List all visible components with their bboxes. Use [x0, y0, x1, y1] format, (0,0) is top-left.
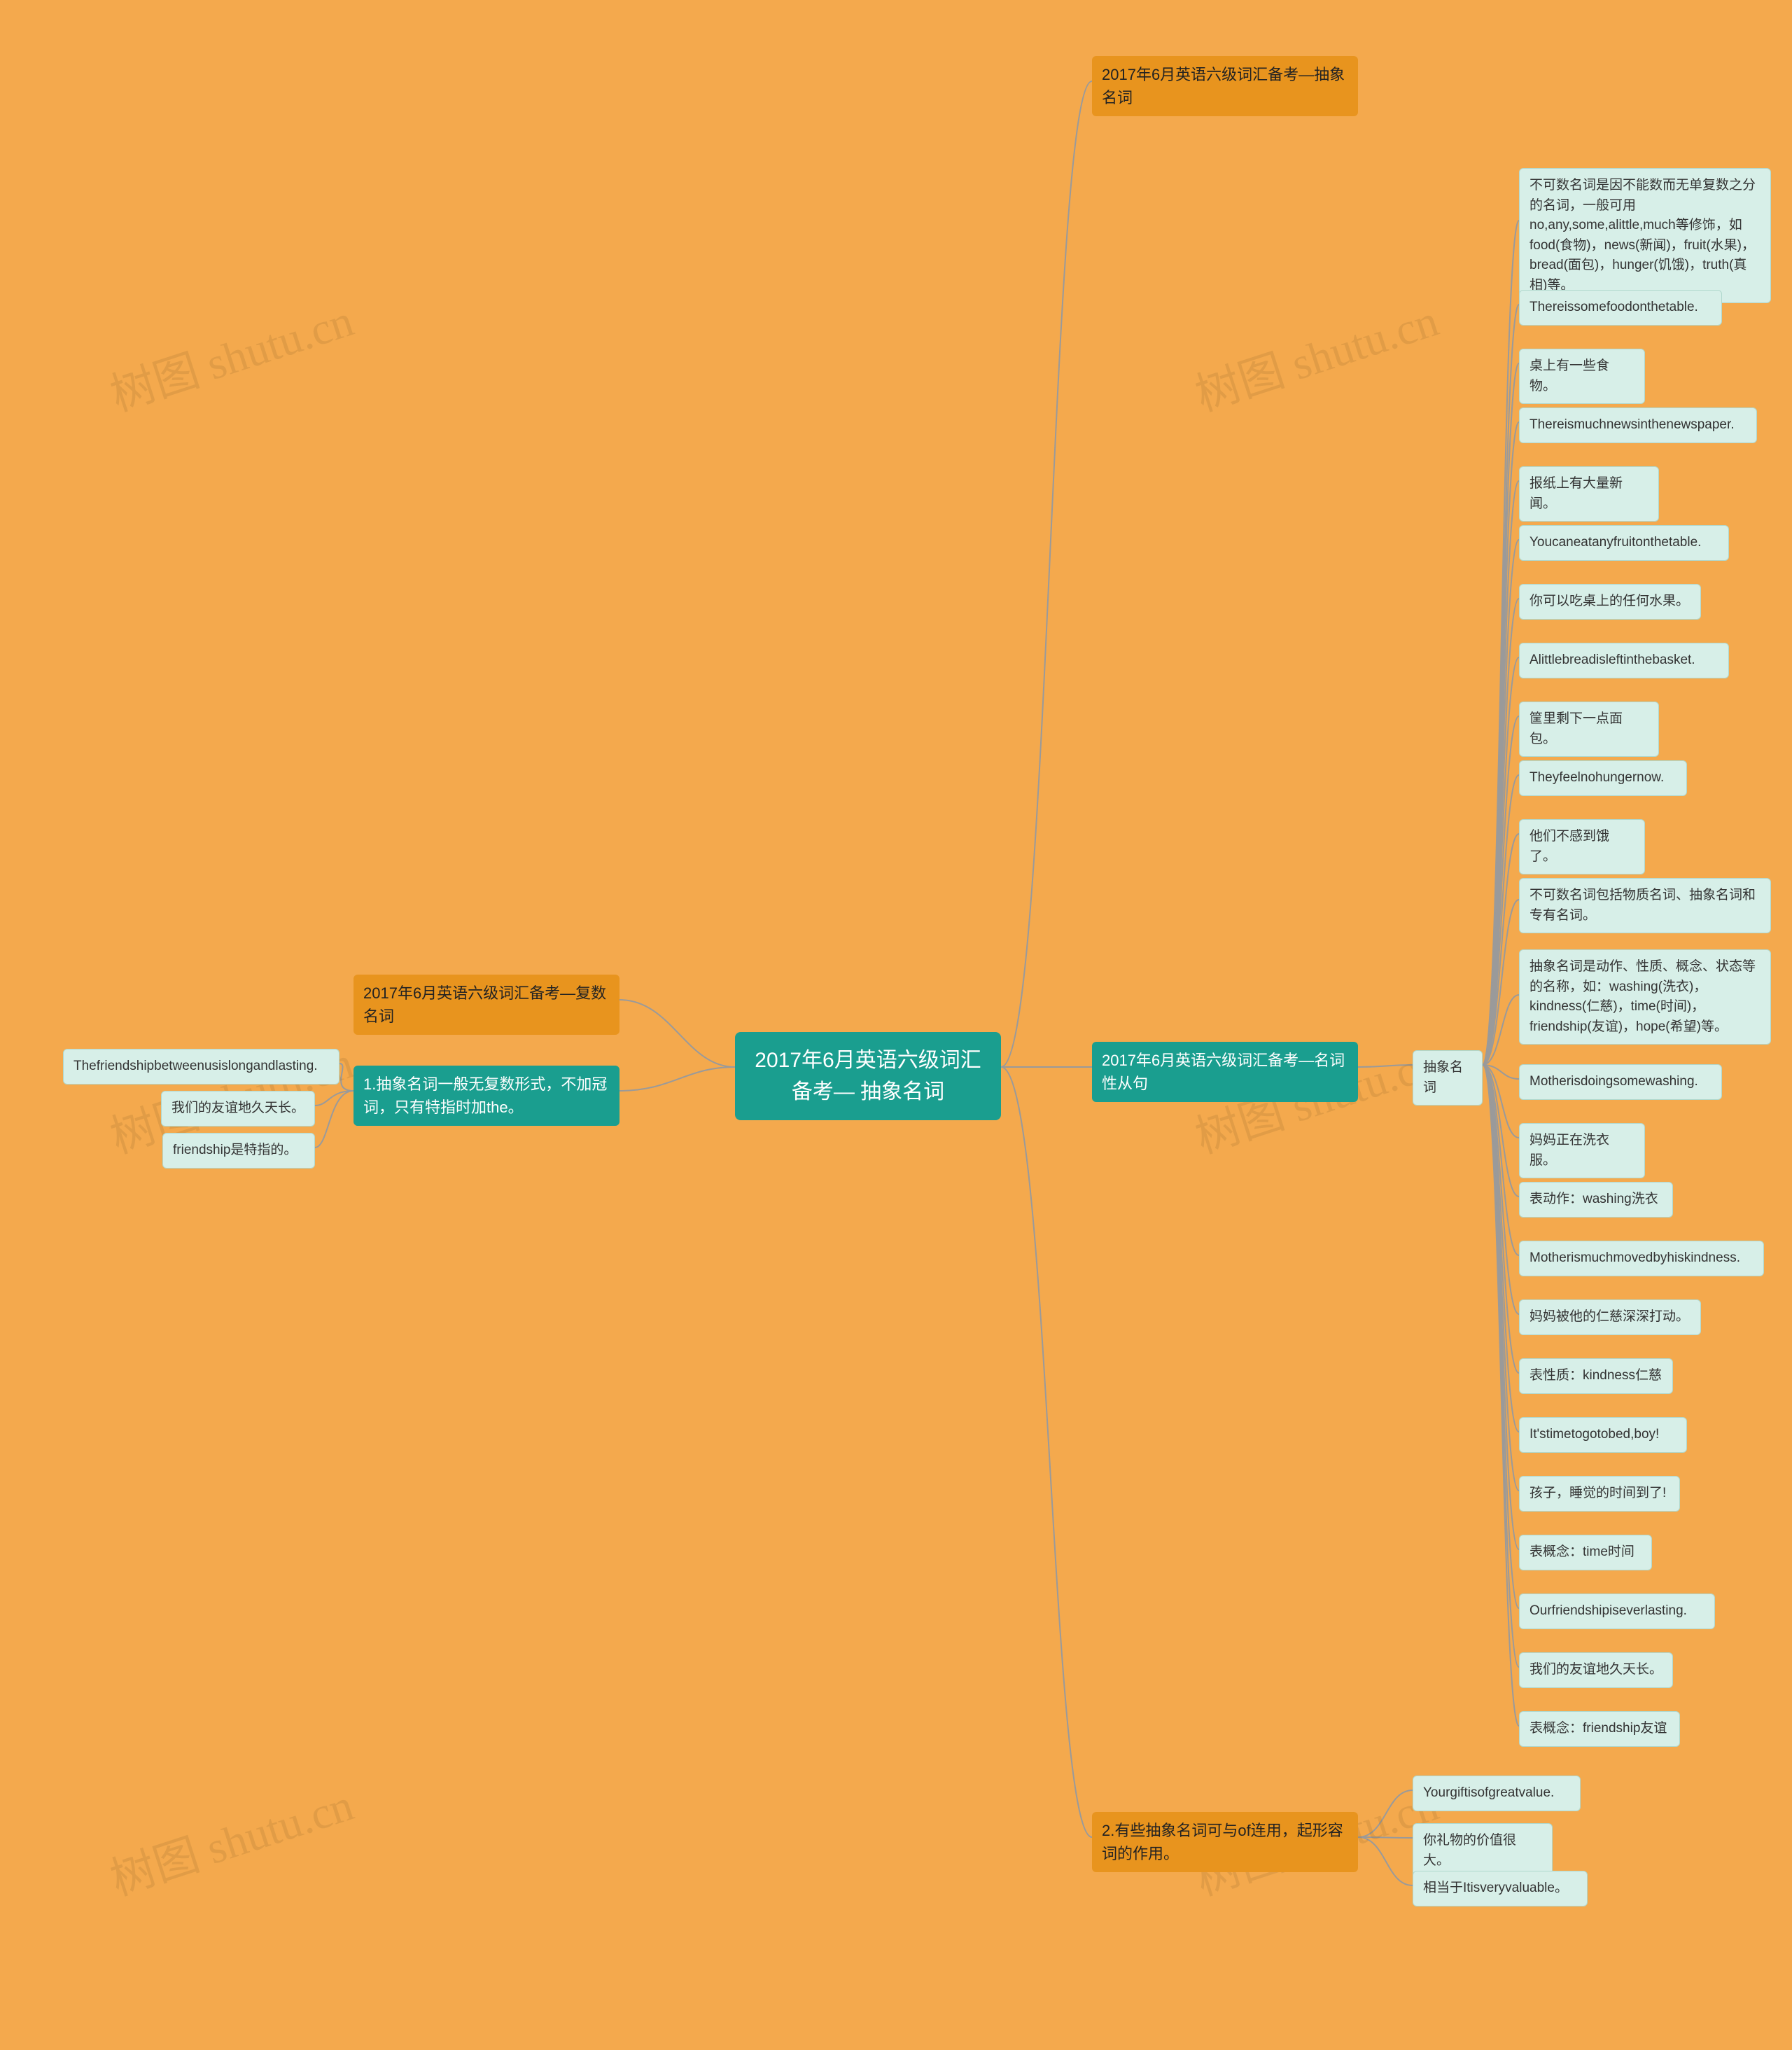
- mindmap-root-node[interactable]: 2017年6月英语六级词汇备考— 抽象名词: [735, 1032, 1001, 1120]
- leaf-node[interactable]: Theyfeelnohungernow.: [1519, 760, 1687, 796]
- watermark: 树图 shutu.cn: [102, 1769, 360, 1908]
- leaf-node[interactable]: Alittlebreadisleftinthebasket.: [1519, 643, 1729, 678]
- leaf-node[interactable]: 你可以吃桌上的任何水果。: [1519, 584, 1701, 620]
- leaf-node[interactable]: Thereismuchnewsinthenewspaper.: [1519, 407, 1757, 443]
- leaf-node[interactable]: Ourfriendshipiseverlasting.: [1519, 1594, 1715, 1629]
- leaf-node[interactable]: 不可数名词是因不能数而无单复数之分的名词，一般可用no,any,some,ali…: [1519, 168, 1771, 303]
- leaf-node[interactable]: Motherisdoingsomewashing.: [1519, 1064, 1722, 1100]
- watermark: 树图 shutu.cn: [102, 285, 360, 424]
- leaf-node[interactable]: 我们的友谊地久天长。: [1519, 1652, 1673, 1688]
- branch-of-usage[interactable]: 2.有些抽象名词可与of连用，起形容词的作用。: [1092, 1812, 1358, 1872]
- leaf-node[interactable]: 抽象名词是动作、性质、概念、状态等的名称，如：washing(洗衣)，kindn…: [1519, 949, 1771, 1045]
- leaf-node[interactable]: Yourgiftisofgreatvalue.: [1413, 1776, 1581, 1811]
- leaf-node[interactable]: 表动作：washing洗衣: [1519, 1182, 1673, 1218]
- leaf-node[interactable]: 桌上有一些食物。: [1519, 349, 1645, 404]
- branch-plural-nouns[interactable]: 2017年6月英语六级词汇备考—复数名词: [354, 975, 620, 1035]
- leaf-node[interactable]: 表性质：kindness仁慈: [1519, 1358, 1673, 1394]
- leaf-node[interactable]: friendship是特指的。: [162, 1133, 315, 1169]
- leaf-node[interactable]: 报纸上有大量新闻。: [1519, 466, 1659, 522]
- leaf-node[interactable]: Thereissomefoodonthetable.: [1519, 290, 1722, 326]
- watermark: 树图 shutu.cn: [1186, 285, 1446, 424]
- leaf-node[interactable]: 妈妈被他的仁慈深深打动。: [1519, 1299, 1701, 1335]
- leaf-node[interactable]: 妈妈正在洗衣服。: [1519, 1123, 1645, 1178]
- leaf-node[interactable]: 他们不感到饿了。: [1519, 819, 1645, 874]
- branch-abstract-rule-1[interactable]: 1.抽象名词一般无复数形式，不加冠词，只有特指时加the。: [354, 1066, 620, 1126]
- leaf-node[interactable]: 表概念：friendship友谊: [1519, 1711, 1680, 1747]
- sub-abstract-noun[interactable]: 抽象名词: [1413, 1050, 1483, 1106]
- leaf-node[interactable]: 相当于Itisveryvaluable。: [1413, 1871, 1588, 1906]
- leaf-node[interactable]: 表概念：time时间: [1519, 1535, 1652, 1570]
- branch-abstract-nouns-title[interactable]: 2017年6月英语六级词汇备考—抽象名词: [1092, 56, 1358, 116]
- leaf-node[interactable]: 我们的友谊地久天长。: [161, 1091, 315, 1127]
- branch-noun-clause[interactable]: 2017年6月英语六级词汇备考—名词性从句: [1092, 1042, 1358, 1102]
- leaf-node[interactable]: 筐里剩下一点面包。: [1519, 702, 1659, 757]
- leaf-node[interactable]: 不可数名词包括物质名词、抽象名词和专有名词。: [1519, 878, 1771, 933]
- leaf-node[interactable]: Youcaneatanyfruitonthetable.: [1519, 525, 1729, 561]
- leaf-node[interactable]: Thefriendshipbetweenusislongandlasting.: [63, 1049, 340, 1085]
- leaf-node[interactable]: Motherismuchmovedbyhiskindness.: [1519, 1241, 1764, 1276]
- leaf-node[interactable]: 孩子，睡觉的时间到了!: [1519, 1476, 1680, 1512]
- leaf-node[interactable]: It'stimetogotobed,boy!: [1519, 1417, 1687, 1453]
